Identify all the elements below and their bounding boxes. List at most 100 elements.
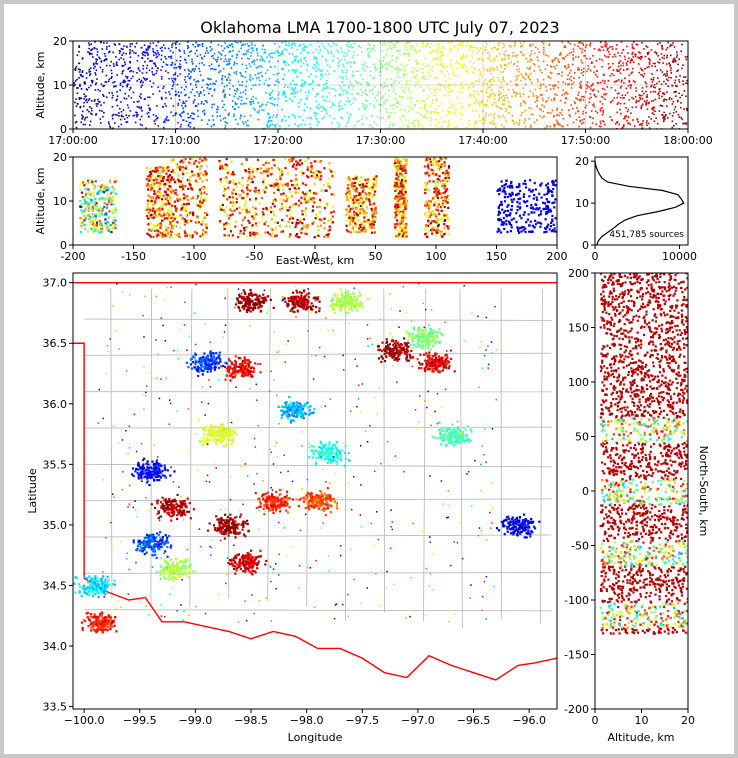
time-height-point [277,93,280,96]
east-west-point [170,196,173,199]
east-west-point [109,231,112,234]
time-height-point [609,66,612,69]
time-height-point [445,65,448,67]
east-west-point [168,181,171,184]
time-height-point [314,95,317,98]
east-west-point [169,221,172,224]
time-height-point [529,78,531,81]
east-west-point [373,231,376,234]
time-height-point [584,54,586,57]
time-height-point [421,115,424,118]
east-west-point [151,216,154,219]
east-west-point [372,176,375,179]
time-height-point [575,118,578,121]
time-height-point [415,50,418,52]
time-height-ytick-label: 0 [60,123,67,136]
time-height-point [237,97,239,100]
east-west-point [164,233,167,236]
east-west-point [149,235,152,238]
east-west-point [349,207,352,211]
time-height-point [554,124,557,126]
time-height-point [147,111,150,114]
time-height-point [294,123,297,125]
time-height-point [274,42,276,45]
time-height-point [249,100,251,103]
time-height-point [95,62,97,65]
time-height-point [89,120,92,123]
time-height-point [230,43,233,46]
east-west-point [231,234,234,237]
time-height-point [215,80,218,82]
time-height-point [75,120,78,123]
east-west-point [404,232,408,235]
time-height-point [206,47,208,49]
east-west-point [146,188,150,191]
time-height-point [226,79,228,82]
time-height-point [515,92,518,94]
east-west-point [206,213,209,216]
east-west-point [223,227,226,231]
time-height-point [502,94,505,97]
time-height-point [87,99,90,102]
time-height-point [653,106,656,109]
time-height-point [252,84,255,87]
time-height-point [328,100,331,103]
east-west-point [88,192,91,195]
time-height-point [437,49,439,52]
time-height-point [88,86,90,89]
time-height-point [622,97,624,99]
east-west-point [305,232,308,236]
east-west-point [280,230,283,233]
east-west-point [223,189,226,193]
time-height-point [683,122,685,125]
east-west-point [365,198,368,201]
east-west-point [188,211,192,214]
time-height-point [639,94,641,97]
time-height-point [619,60,622,62]
time-height-point [390,65,392,67]
east-west-point [170,216,173,219]
east-west-point [369,223,372,226]
east-west-point [251,180,254,184]
time-height-point [373,77,375,80]
time-height-point [493,80,495,82]
time-height-point [436,63,438,66]
time-height-point [188,121,191,124]
time-height-point [545,89,548,92]
east-west-point [170,215,173,218]
east-west-point [149,208,152,211]
east-west-point [251,173,254,176]
east-west-point [106,193,109,196]
time-height-point [157,86,159,89]
time-height-point [300,58,302,60]
east-west-point [357,182,360,185]
time-height-point [382,116,384,119]
east-west-point [352,230,356,233]
time-height-point [424,75,427,78]
east-west-point [222,225,225,229]
time-height-point [267,113,270,116]
time-height-point [488,96,491,99]
time-height-point [582,74,585,77]
east-west-point [394,165,398,168]
east-west-point [286,184,289,188]
time-height-point [661,56,664,59]
time-height-point [115,99,118,102]
time-height-point [122,65,125,67]
time-height-point [275,114,278,116]
time-height-point [567,109,570,111]
time-height-point [183,50,185,52]
time-height-point [641,42,643,44]
time-height-point [191,112,193,115]
time-height-point [233,64,235,66]
east-west-point [284,183,287,186]
east-west-point [107,229,110,232]
time-height-point [182,110,185,113]
east-west-point [167,175,170,178]
east-west-point [262,188,265,191]
time-height-point [396,105,398,108]
time-height-point [663,115,665,118]
east-west-point [232,181,235,184]
time-height-point [252,49,254,52]
east-west-point [354,222,357,225]
